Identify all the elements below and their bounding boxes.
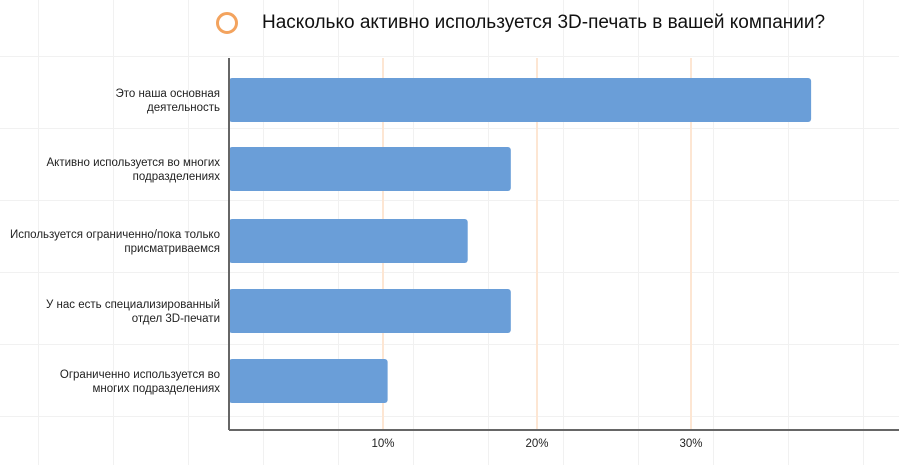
bar-2: [229, 219, 468, 263]
category-label-2-line-0: Используется ограниченно/пока только: [10, 229, 220, 241]
x-tick-label-1: 20%: [525, 438, 548, 450]
category-label-2: Используется ограниченно/пока только прис…: [10, 229, 220, 255]
category-label-1: Активно используется во многих подразделе…: [47, 157, 221, 183]
tick-labels: 10% 20% 30%: [371, 438, 702, 450]
category-label-0: Это наша основная деятельность: [115, 88, 220, 114]
category-label-4-line-1: многих подразделениях: [92, 383, 220, 395]
category-label-0-line-1: деятельность: [147, 102, 220, 114]
bar-1: [229, 147, 511, 191]
category-label-1-line-1: подразделениях: [133, 171, 221, 183]
axes: [228, 58, 899, 431]
category-label-0-line-0: Это наша основная: [115, 88, 220, 100]
bar-3: [229, 289, 511, 333]
category-label-1-line-0: Активно используется во многих: [47, 157, 221, 169]
category-label-3-line-1: отдел 3D-печати: [132, 313, 220, 325]
category-label-3-line-0: У нас есть специализированный: [46, 299, 220, 311]
bar-0: [229, 78, 812, 122]
x-tick-label-2: 30%: [679, 438, 702, 450]
x-tick-label-0: 10%: [371, 438, 394, 450]
bar-4: [229, 359, 388, 403]
category-label-4: Ограниченно используется во многих подраз…: [60, 369, 220, 395]
chart-title: Насколько активно используется 3D-печать…: [262, 12, 826, 33]
category-label-4-line-0: Ограниченно используется во: [60, 369, 220, 381]
bars: [229, 78, 812, 403]
category-labels: Это наша основная деятельность Активно исп…: [10, 88, 220, 395]
category-label-2-line-1: присматриваемся: [124, 243, 220, 255]
category-label-3: У нас есть специализированный отдел 3D-пе…: [46, 299, 220, 325]
title-marker-circle: [216, 12, 238, 34]
